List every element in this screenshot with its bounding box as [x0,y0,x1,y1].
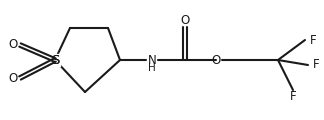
Text: O: O [8,37,17,51]
Text: O: O [211,54,221,66]
Text: S: S [51,54,59,66]
Text: F: F [290,90,296,103]
Text: S: S [51,54,59,66]
Text: O: O [180,14,190,27]
Text: O: O [8,72,17,84]
Text: N: N [148,54,156,66]
Text: H: H [148,63,156,73]
Bar [50,54,60,66]
Text: F: F [313,57,319,71]
Text: F: F [310,33,317,46]
